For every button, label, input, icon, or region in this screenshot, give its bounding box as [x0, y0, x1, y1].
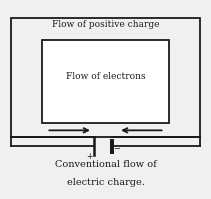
Bar	[42, 40, 169, 123]
Text: −: −	[114, 144, 121, 153]
Text: electric charge.: electric charge.	[66, 178, 145, 187]
Text: Flow of positive charge: Flow of positive charge	[52, 20, 159, 29]
Text: Conventional flow of: Conventional flow of	[55, 160, 156, 169]
Bar	[11, 18, 200, 137]
Text: +: +	[87, 152, 93, 161]
Text: Flow of electrons: Flow of electrons	[66, 72, 145, 81]
